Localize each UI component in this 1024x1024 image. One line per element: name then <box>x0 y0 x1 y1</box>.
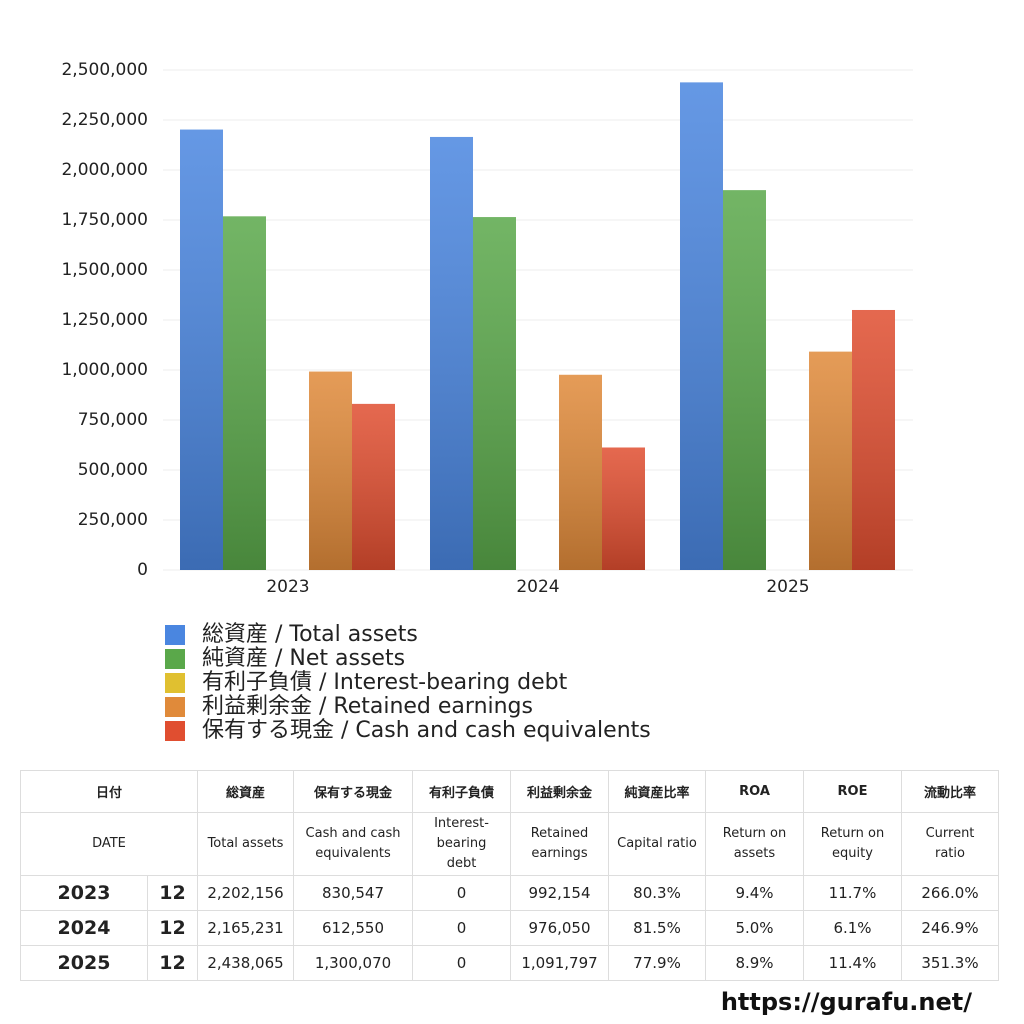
y-tick-label: 2,250,000 <box>61 110 148 130</box>
bar <box>723 190 766 570</box>
table-cell: 12 <box>147 875 198 911</box>
bar <box>809 351 852 570</box>
bar <box>559 374 602 570</box>
bar <box>473 217 516 571</box>
y-tick-label: 500,000 <box>78 460 148 480</box>
legend-swatch <box>165 625 185 645</box>
bar <box>680 82 723 571</box>
y-tick-label: 1,250,000 <box>61 310 148 330</box>
table-cell: 0 <box>412 875 511 911</box>
bar <box>180 129 223 571</box>
header-cell: Retained earnings <box>510 812 609 876</box>
y-tick-label: 2,500,000 <box>61 60 148 80</box>
table-cell: 9.4% <box>705 875 804 911</box>
table-cell: 2025 <box>20 945 148 981</box>
y-tick-label: 1,750,000 <box>61 210 148 230</box>
y-tick-label: 1,500,000 <box>61 260 148 280</box>
header-cell: Cash and cash equivalents <box>293 812 413 876</box>
header-cell: 有利子負債 <box>412 770 511 813</box>
table-cell: 77.9% <box>608 945 706 981</box>
table-cell: 246.9% <box>901 910 999 946</box>
data-table: 日付 総資産 保有する現金 有利子負債 利益剰余金 純資産比率 ROA ROE 流動比率 DATE… <box>20 770 999 981</box>
legend-label: 純資産 / Net assets <box>202 646 405 671</box>
y-tick-label: 750,000 <box>78 410 148 430</box>
table-cell: 80.3% <box>608 875 706 911</box>
bar <box>223 216 266 570</box>
header-cell: 利益剰余金 <box>510 770 609 813</box>
header-cell: 流動比率 <box>901 770 999 813</box>
header-cell: DATE <box>20 812 198 876</box>
table-row: 2024 12 2,165,231 612,550 0 976,050 81.5% 5.0% 6… <box>20 910 999 946</box>
legend-swatch <box>165 673 185 693</box>
table-cell: 11.7% <box>803 875 902 911</box>
table-cell: 976,050 <box>510 910 609 946</box>
header-cell: 日付 <box>20 770 198 813</box>
x-tick-label: 2023 <box>266 577 309 597</box>
header-cell: Total assets <box>197 812 294 876</box>
table-row: 2025 12 2,438,065 1,300,070 0 1,091,797 77.9% 8… <box>20 945 999 981</box>
table-cell: 0 <box>412 945 511 981</box>
header-cell: Return on assets <box>705 812 804 876</box>
table-row: 日付 総資産 保有する現金 有利子負債 利益剰余金 純資産比率 ROA ROE 流動比率 <box>20 770 999 813</box>
y-tick-label: 250,000 <box>78 510 148 530</box>
bar <box>309 371 352 570</box>
bar <box>852 309 895 570</box>
header-cell: ROA <box>705 770 804 813</box>
table-cell: 2024 <box>20 910 148 946</box>
legend-swatch <box>165 649 185 669</box>
header-cell: ROE <box>803 770 902 813</box>
legend-label: 保有する現金 / Cash and cash equivalents <box>202 718 651 743</box>
table-cell: 2,438,065 <box>197 945 294 981</box>
footer-url: https://gurafu.net/ <box>720 988 972 1016</box>
table-cell: 8.9% <box>705 945 804 981</box>
header-cell: 純資産比率 <box>608 770 706 813</box>
header-cell: 総資産 <box>197 770 294 813</box>
y-tick-label: 1,000,000 <box>61 360 148 380</box>
table-cell: 2,165,231 <box>197 910 294 946</box>
y-tick-label: 0 <box>137 560 148 580</box>
table-cell: 12 <box>147 910 198 946</box>
table-cell: 351.3% <box>901 945 999 981</box>
y-tick-label: 2,000,000 <box>61 160 148 180</box>
bar <box>430 136 473 570</box>
legend-label: 有利子負債 / Interest-bearing debt <box>202 670 568 695</box>
header-cell: Capital ratio <box>608 812 706 876</box>
table-row: DATE Total assets Cash and cash equivalent… <box>20 812 999 876</box>
table-cell: 992,154 <box>510 875 609 911</box>
legend-swatch <box>165 697 185 717</box>
legend-label: 利益剰余金 / Retained earnings <box>202 694 533 719</box>
x-tick-label: 2024 <box>516 577 559 597</box>
table-cell: 6.1% <box>803 910 902 946</box>
table-cell: 11.4% <box>803 945 902 981</box>
legend-label: 総資産 / Total assets <box>202 622 418 647</box>
header-cell: Current ratio <box>901 812 999 876</box>
header-cell: Interest- bearing debt <box>412 812 511 876</box>
x-tick-label: 2025 <box>766 577 809 597</box>
table-cell: 2,202,156 <box>197 875 294 911</box>
table-cell: 830,547 <box>293 875 413 911</box>
table-cell: 1,091,797 <box>510 945 609 981</box>
table-cell: 612,550 <box>293 910 413 946</box>
bar <box>352 403 395 570</box>
table-cell: 2023 <box>20 875 148 911</box>
table-cell: 81.5% <box>608 910 706 946</box>
header-cell: 保有する現金 <box>293 770 413 813</box>
table-row: 2023 12 2,202,156 830,547 0 992,154 80.3% 9.4% 1… <box>20 875 999 911</box>
chart: 0 250,000 500,000 750,000 1,000,000 1,250,000… <box>61 60 913 743</box>
table-cell: 266.0% <box>901 875 999 911</box>
table-cell: 0 <box>412 910 511 946</box>
bar <box>602 447 645 570</box>
legend-swatch <box>165 721 185 741</box>
header-cell: Return on equity <box>803 812 902 876</box>
table-cell: 5.0% <box>705 910 804 946</box>
table-cell: 1,300,070 <box>293 945 413 981</box>
table-cell: 12 <box>147 945 198 981</box>
